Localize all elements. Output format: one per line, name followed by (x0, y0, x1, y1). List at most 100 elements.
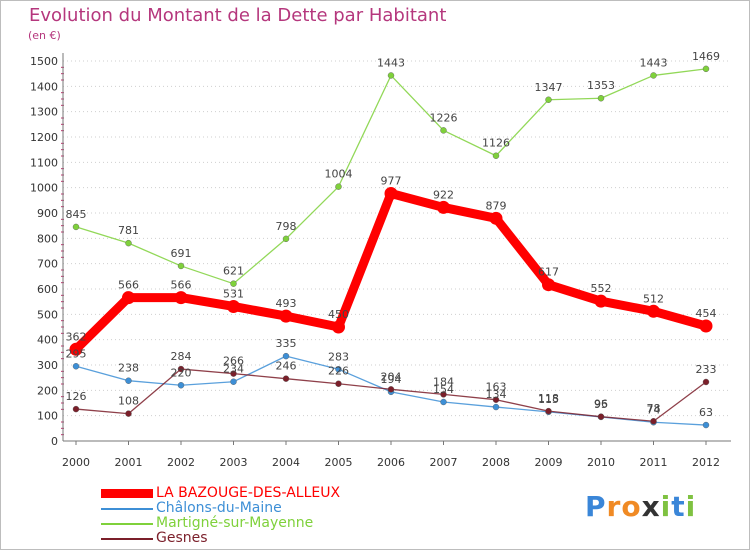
legend-item-3: Martigné-sur-Mayenne (101, 515, 431, 531)
series-3-point (335, 183, 342, 190)
data-label: 284 (171, 350, 192, 363)
data-label: 118 (538, 392, 559, 405)
data-label: 163 (486, 381, 507, 394)
y-tick-label: 0 (51, 435, 58, 448)
y-tick-label: 100 (37, 410, 58, 423)
data-label: 233 (696, 363, 717, 376)
logo-letter: P (585, 490, 607, 523)
data-label: 566 (171, 279, 192, 292)
series-1-point (594, 294, 608, 308)
series-2-point (230, 378, 237, 385)
series-4-point (702, 378, 710, 386)
series-4-point (650, 418, 657, 425)
x-tick-label: 2005 (325, 456, 353, 469)
data-label: 977 (381, 174, 402, 187)
legend-swatch-2 (101, 508, 153, 510)
data-label: 621 (223, 265, 244, 278)
data-label: 617 (538, 266, 559, 279)
legend-item-4: Gesnes (101, 530, 431, 546)
data-label: 922 (433, 188, 454, 201)
data-label: 226 (328, 365, 349, 378)
data-label: 266 (223, 355, 244, 368)
series-3-point (177, 262, 185, 270)
legend-swatch-4 (101, 538, 153, 540)
series-4-point (387, 386, 395, 393)
logo-letter: x (641, 490, 661, 523)
x-tick-label: 2011 (640, 456, 668, 469)
data-label: 115 (538, 393, 559, 406)
series-3-point (597, 95, 605, 102)
y-tick-label: 700 (37, 258, 58, 271)
x-tick-label: 2006 (377, 456, 405, 469)
data-label: 798 (276, 220, 297, 233)
x-tick-label: 2002 (167, 456, 195, 469)
series-4-point (545, 407, 552, 415)
y-tick-label: 1200 (30, 131, 58, 144)
series-4-point (440, 391, 447, 398)
series-1-point (437, 200, 450, 214)
series-3-point (650, 72, 657, 79)
series-1-point (542, 278, 555, 292)
series-1-point (227, 299, 240, 313)
data-label: 204 (381, 370, 402, 383)
proxiti-logo: Proxiti (585, 490, 696, 523)
data-label: 95 (594, 398, 608, 411)
data-label: 450 (328, 308, 349, 321)
data-label: 63 (699, 406, 713, 419)
x-tick-label: 2009 (535, 456, 563, 469)
series-3-point (125, 239, 132, 247)
data-label: 194 (381, 373, 402, 386)
y-tick-label: 300 (37, 359, 58, 372)
x-tick-label: 2008 (482, 456, 510, 469)
logo-letter: i (660, 490, 672, 523)
x-tick-label: 2000 (62, 456, 90, 469)
legend-item-2: Châlons-du-Maine (101, 500, 431, 516)
data-label: 1126 (482, 137, 510, 150)
series-1-point (384, 186, 398, 200)
series-3-point (282, 235, 290, 243)
data-label: 531 (223, 287, 244, 300)
series-1-point (174, 291, 188, 305)
logo-letter: t (671, 490, 686, 523)
data-label: 512 (643, 292, 664, 305)
y-tick-label: 1500 (30, 55, 58, 68)
legend: LA BAZOUGE-DES-ALLEUX Châlons-du-Maine M… (101, 485, 431, 546)
logo-letter: i (685, 490, 697, 523)
data-label: 454 (696, 307, 717, 320)
series-2-point (72, 363, 80, 370)
data-label: 335 (276, 337, 297, 350)
x-tick-label: 2010 (587, 456, 615, 469)
series-4-point (492, 396, 500, 403)
series-1-point (69, 342, 83, 356)
series-2-point (492, 403, 500, 411)
data-label: 234 (223, 363, 244, 376)
data-label: 246 (276, 360, 297, 373)
chart-subtitle: (en €) (28, 29, 61, 42)
y-tick-label: 1400 (30, 80, 58, 93)
series-3-point (702, 65, 710, 73)
legend-item-1: LA BAZOUGE-DES-ALLEUX (101, 485, 431, 501)
series-2-point (125, 377, 132, 384)
series-4-point (230, 370, 237, 377)
data-label: 493 (276, 297, 297, 310)
data-label: 845 (66, 208, 87, 221)
legend-label-4: Gesnes (156, 530, 208, 546)
legend-swatch-1 (101, 489, 153, 498)
series-1-point (699, 319, 713, 333)
series-4-point (72, 405, 80, 413)
series-2-point (440, 398, 447, 406)
data-label: 691 (171, 247, 192, 260)
y-tick-label: 1100 (30, 156, 58, 169)
series-3-point (492, 152, 500, 159)
series-4-point (597, 413, 605, 420)
series-1-point (122, 291, 135, 305)
legend-label-3: Martigné-sur-Mayenne (156, 515, 314, 531)
legend-swatch-3 (101, 523, 153, 525)
data-label: 566 (118, 279, 139, 292)
series-2-point (702, 421, 710, 429)
data-label: 1004 (325, 168, 353, 181)
data-label: 1353 (587, 79, 615, 92)
data-label: 1226 (430, 111, 458, 124)
series-3-point (72, 223, 80, 231)
